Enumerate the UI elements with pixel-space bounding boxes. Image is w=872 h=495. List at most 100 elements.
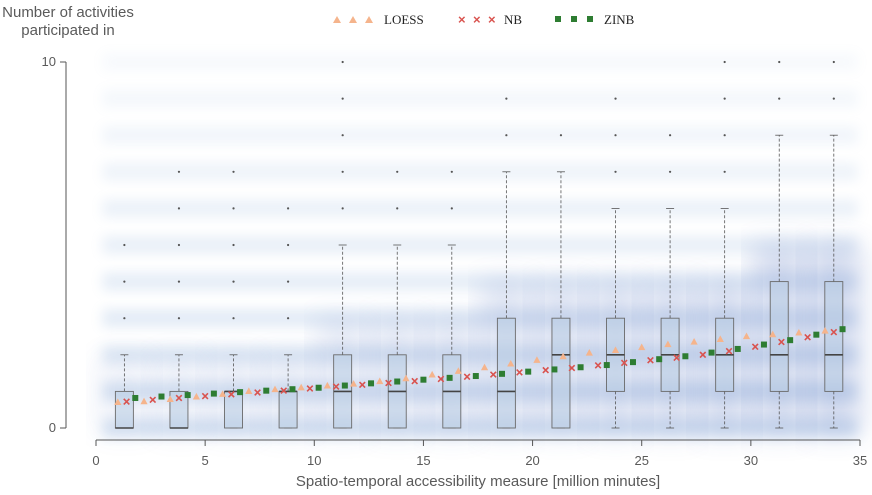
box-outlier-7-1 bbox=[505, 97, 508, 100]
legend-zinb-marker-3 bbox=[587, 16, 593, 22]
point-zinb-23 bbox=[734, 345, 741, 352]
point-zinb-9 bbox=[368, 380, 375, 387]
point-loess-19 bbox=[611, 346, 620, 354]
box-outlier-4-0 bbox=[341, 207, 344, 210]
box-outlier-10-0 bbox=[668, 170, 672, 173]
box-outlier-0-1 bbox=[123, 280, 126, 283]
box-9 bbox=[606, 97, 625, 429]
x-tick-label-6: 30 bbox=[744, 453, 758, 468]
point-loess-26 bbox=[795, 328, 803, 336]
box-outlier-2-2 bbox=[232, 243, 235, 247]
point-loess-4 bbox=[219, 390, 227, 397]
box-body-13 bbox=[824, 281, 844, 392]
point-nb-21 bbox=[673, 354, 681, 362]
legend-zinb-label: ZINB bbox=[604, 12, 635, 27]
point-nb-14 bbox=[489, 371, 497, 378]
box-outlier-12-1 bbox=[778, 60, 781, 64]
point-nb-19 bbox=[620, 359, 628, 367]
point-loess-13 bbox=[454, 367, 462, 374]
box-outlier-10-1 bbox=[668, 134, 672, 137]
point-nb-9 bbox=[358, 381, 366, 389]
point-nb-22 bbox=[699, 351, 707, 359]
point-loess-20 bbox=[638, 343, 646, 351]
point-loess-22 bbox=[690, 337, 698, 345]
box-outlier-6-0 bbox=[450, 207, 453, 210]
x-axis-label: Spatio-temporal accessibility measure [m… bbox=[296, 473, 660, 490]
axes: 10 0 0 5 10 15 20 25 30 35 Spatio-temporal acce… bbox=[2, 4, 867, 490]
point-nb-0 bbox=[123, 398, 130, 406]
box-outlier-4-2 bbox=[341, 134, 344, 137]
point-zinb-21 bbox=[682, 353, 689, 360]
density-background bbox=[97, 53, 862, 437]
box-outlier-1-2 bbox=[177, 243, 181, 247]
point-nb-24 bbox=[751, 343, 759, 351]
point-zinb-15 bbox=[525, 368, 532, 375]
y-tick-label-top: 10 bbox=[42, 54, 56, 69]
box-outlier-3-0 bbox=[286, 317, 290, 320]
box-12 bbox=[769, 60, 789, 429]
box-outlier-11-1 bbox=[723, 134, 726, 137]
box-outlier-8-0 bbox=[559, 134, 563, 137]
box-5 bbox=[387, 170, 407, 429]
x-tick-label-1: 5 bbox=[202, 453, 209, 468]
x-tick-label-5: 25 bbox=[634, 453, 648, 468]
point-loess-1 bbox=[140, 397, 148, 405]
legend-nb-label: NB bbox=[504, 12, 522, 27]
point-zinb-7 bbox=[315, 384, 322, 391]
point-nb-6 bbox=[280, 387, 288, 395]
point-loess-23 bbox=[716, 335, 724, 343]
point-loess-18 bbox=[585, 348, 593, 356]
point-zinb-5 bbox=[263, 387, 270, 394]
box-body-3 bbox=[278, 390, 298, 429]
point-nb-2 bbox=[175, 394, 183, 402]
point-nb-8 bbox=[332, 383, 340, 391]
point-loess-0 bbox=[114, 398, 122, 405]
legend-zinb-marker-2 bbox=[571, 16, 577, 22]
legend-zinb-marker-1 bbox=[555, 16, 561, 22]
x-tick-label-7: 35 bbox=[853, 453, 867, 468]
box-outlier-1-4 bbox=[177, 170, 181, 173]
series-nb bbox=[123, 328, 838, 406]
point-zinb-13 bbox=[472, 373, 479, 380]
point-nb-17 bbox=[568, 364, 576, 372]
point-loess-25 bbox=[769, 330, 777, 338]
box-outlier-9-1 bbox=[614, 134, 617, 137]
legend-nb-marker-3: × bbox=[488, 12, 496, 27]
point-nb-26 bbox=[804, 333, 811, 341]
point-loess-14 bbox=[480, 363, 489, 371]
series-zinb bbox=[132, 326, 846, 401]
legend-nb-marker-2: × bbox=[473, 12, 481, 27]
box-outlier-1-1 bbox=[177, 280, 181, 283]
point-zinb-8 bbox=[341, 382, 348, 389]
point-loess-12 bbox=[428, 370, 436, 378]
point-nb-10 bbox=[385, 379, 392, 387]
x-tick-label-0: 0 bbox=[92, 453, 99, 468]
point-nb-27 bbox=[830, 328, 838, 336]
box-outlier-11-3 bbox=[723, 60, 726, 64]
point-loess-15 bbox=[507, 359, 515, 367]
box-outlier-13-1 bbox=[832, 60, 835, 64]
point-nb-11 bbox=[411, 377, 419, 385]
point-zinb-25 bbox=[787, 337, 794, 344]
point-nb-15 bbox=[516, 369, 523, 376]
point-loess-11 bbox=[402, 374, 410, 382]
box-outlier-0-2 bbox=[123, 243, 126, 247]
point-zinb-6 bbox=[289, 386, 296, 393]
point-nb-7 bbox=[306, 385, 314, 392]
density-band-8 bbox=[102, 126, 858, 145]
box-outlier-4-4 bbox=[341, 60, 344, 64]
box-outlier-13-0 bbox=[832, 97, 835, 100]
point-zinb-12 bbox=[446, 374, 453, 381]
legend-loess-label: LOESS bbox=[384, 12, 424, 27]
box-body-7 bbox=[496, 317, 516, 429]
point-zinb-14 bbox=[499, 370, 506, 377]
box-13 bbox=[824, 60, 844, 429]
point-nb-20 bbox=[647, 356, 654, 364]
point-loess-7 bbox=[297, 383, 305, 391]
point-nb-23 bbox=[725, 347, 733, 355]
box-outlier-3-3 bbox=[286, 207, 290, 210]
box-outlier-2-1 bbox=[232, 280, 235, 283]
box-plots bbox=[114, 60, 844, 429]
legend-loess-marker-1 bbox=[333, 16, 341, 23]
point-loess-17 bbox=[559, 352, 567, 360]
